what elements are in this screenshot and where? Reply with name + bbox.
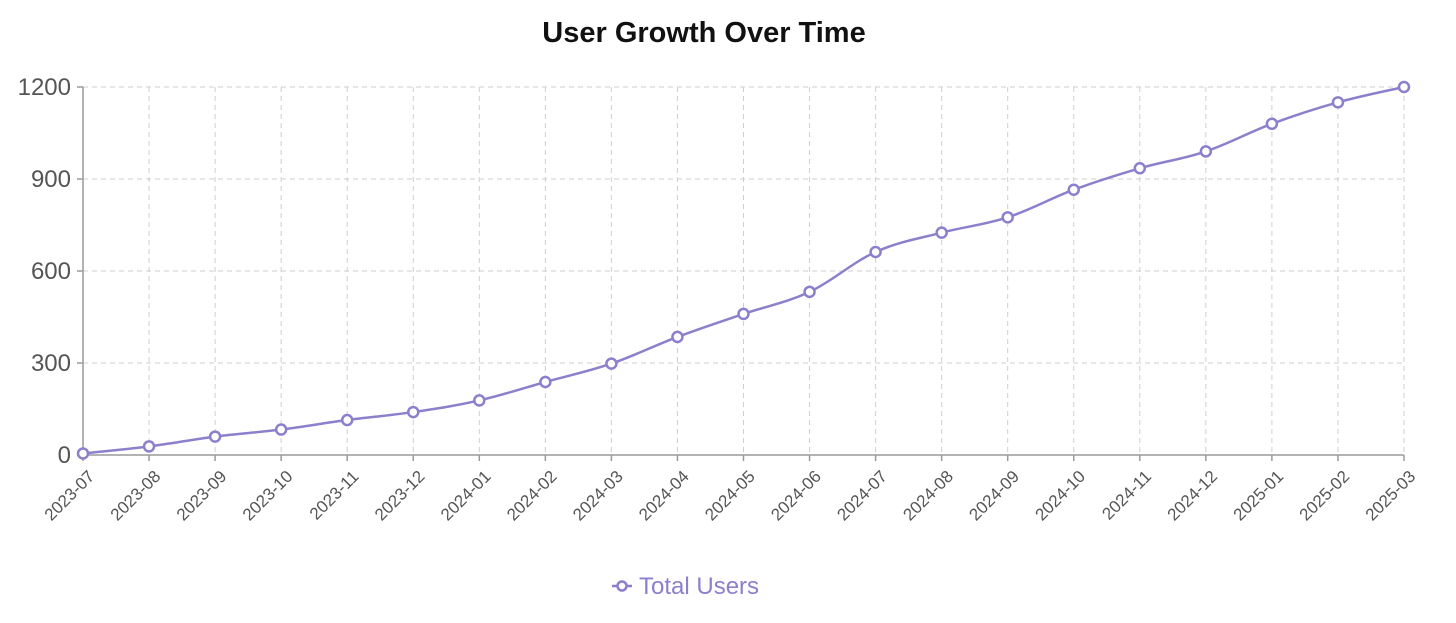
chart-title: User Growth Over Time	[542, 17, 865, 49]
x-tick-label: 2023-07	[41, 467, 99, 525]
x-tick-label: 2024-10	[1032, 467, 1090, 525]
data-point[interactable]	[1331, 96, 1345, 109]
y-tick-label: 300	[31, 350, 71, 377]
x-tick-label: 2023-12	[371, 467, 429, 525]
legend-label: Total Users	[639, 573, 759, 600]
data-point[interactable]	[1001, 211, 1014, 224]
x-tick-label: 2024-08	[899, 467, 957, 525]
x-axis-ticks: 2023-07 2023-08 2023-09 2023-10 2023-11 2023-…	[41, 455, 1420, 525]
x-tick-label: 2024-09	[965, 467, 1023, 525]
legend-item-total-users[interactable]: Total Users	[612, 573, 759, 600]
x-tick-label: 2025-02	[1296, 467, 1354, 525]
data-point[interactable]	[869, 245, 882, 259]
data-point[interactable]	[208, 430, 222, 443]
data-point[interactable]	[737, 307, 750, 321]
legend[interactable]: Total Users	[612, 573, 759, 600]
y-tick-label: 600	[31, 258, 71, 285]
x-tick-label: 2023-09	[173, 467, 231, 525]
x-tick-label: 2024-11	[1098, 467, 1155, 524]
y-axis-ticks: 0 300 600 900 1200	[18, 74, 83, 469]
data-point[interactable]	[605, 357, 618, 370]
x-tick-label: 2023-08	[107, 467, 165, 525]
data-point[interactable]	[803, 285, 816, 299]
data-point[interactable]	[142, 440, 156, 453]
data-point[interactable]	[539, 375, 552, 389]
legend-marker-icon	[616, 580, 628, 592]
data-point[interactable]	[1067, 183, 1080, 196]
x-tick-label: 2025-03	[1362, 467, 1420, 525]
y-tick-label: 0	[58, 442, 71, 469]
y-tick-label: 900	[31, 166, 71, 193]
x-tick-label: 2024-04	[635, 467, 693, 525]
data-point[interactable]	[671, 330, 684, 344]
y-tick-label: 1200	[18, 74, 71, 101]
x-tick-label: 2024-03	[569, 467, 627, 525]
series-total-users	[76, 80, 1411, 460]
data-point[interactable]	[1133, 162, 1147, 175]
x-tick-label: 2024-06	[767, 467, 825, 525]
x-tick-label: 2024-05	[701, 467, 759, 525]
data-point[interactable]	[935, 226, 948, 239]
x-tick-label: 2024-02	[503, 467, 561, 525]
data-point[interactable]	[76, 447, 90, 460]
data-point[interactable]	[340, 413, 354, 427]
data-point[interactable]	[1397, 80, 1411, 94]
x-tick-label: 2023-10	[239, 467, 297, 525]
data-point[interactable]	[473, 394, 486, 407]
x-tick-label: 2023-11	[306, 467, 363, 524]
data-point[interactable]	[274, 423, 288, 436]
data-point[interactable]	[1199, 145, 1213, 158]
data-point[interactable]	[407, 405, 420, 419]
x-tick-label: 2024-07	[833, 467, 891, 525]
x-tick-label: 2024-12	[1164, 467, 1222, 525]
series-layer	[76, 80, 1411, 460]
x-tick-label: 2025-01	[1230, 467, 1288, 525]
data-point[interactable]	[1265, 117, 1279, 131]
x-tick-label: 2024-01	[437, 467, 495, 525]
grid	[82, 86, 1405, 455]
